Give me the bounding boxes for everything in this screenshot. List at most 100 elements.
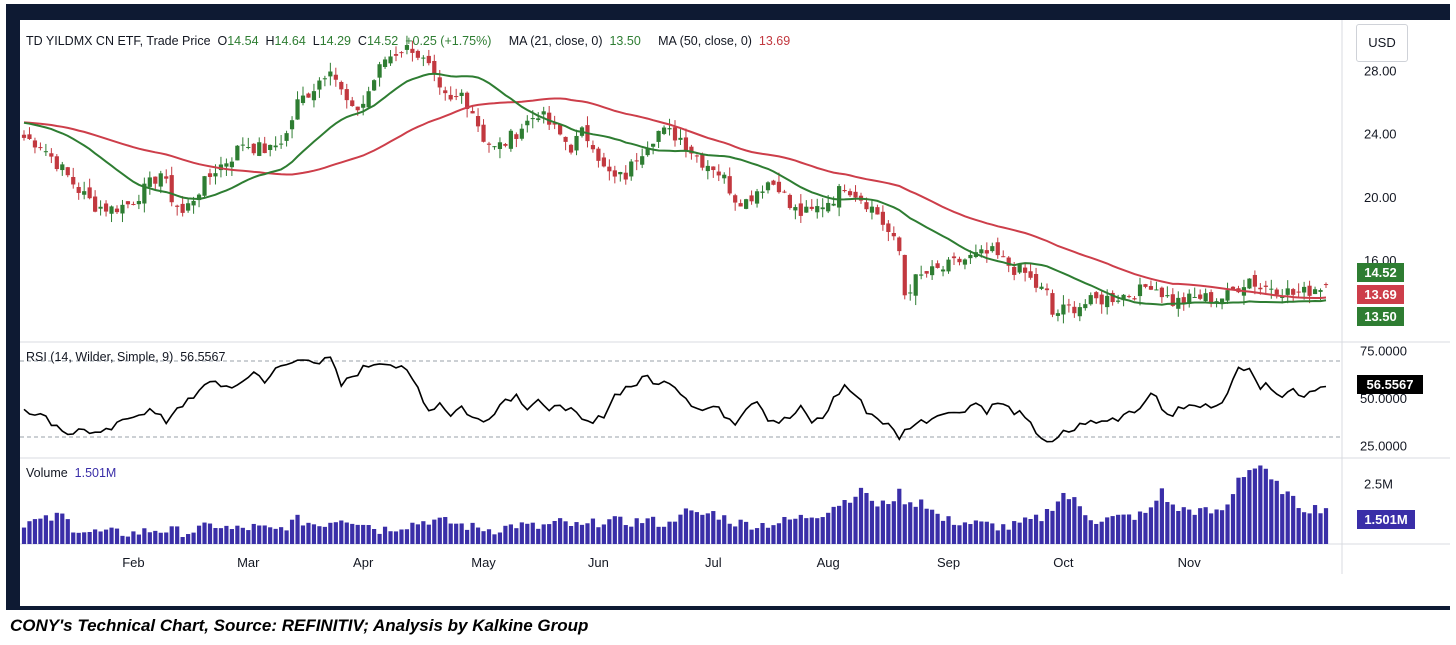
volume-bar xyxy=(514,528,519,544)
candle-body xyxy=(869,206,875,213)
volume-bar xyxy=(1312,505,1318,544)
candle-body xyxy=(820,207,825,210)
volume-bar xyxy=(519,522,524,544)
volume-bar xyxy=(393,531,399,544)
candle-body xyxy=(27,134,32,140)
volume-bar xyxy=(1083,515,1088,544)
candle-body xyxy=(897,237,902,252)
volume-bar xyxy=(1099,521,1104,544)
candle-body xyxy=(235,145,240,161)
candle-body xyxy=(465,92,470,109)
candle-body xyxy=(815,206,820,213)
candle-body xyxy=(1285,288,1290,295)
volume-bar xyxy=(136,534,141,544)
volume-bar xyxy=(536,528,541,544)
volume-bar xyxy=(426,524,431,544)
volume-bar xyxy=(251,523,256,544)
candle-body xyxy=(1099,294,1104,305)
volume-bar xyxy=(930,509,935,544)
volume-bar xyxy=(1017,522,1022,544)
volume-label: Volume xyxy=(26,466,68,480)
currency-selector[interactable]: USD xyxy=(1356,24,1408,62)
candle-body xyxy=(377,64,382,78)
candle-body xyxy=(514,134,519,139)
volume-bar xyxy=(1263,468,1268,544)
candle-body xyxy=(322,78,327,80)
volume-bar xyxy=(279,527,284,544)
candle-body xyxy=(1143,284,1148,287)
candle-body xyxy=(1252,274,1257,287)
candle-body xyxy=(607,166,612,172)
volume-bar xyxy=(749,529,754,544)
volume-header-value: 1.501M xyxy=(74,466,117,480)
volume-bar xyxy=(738,519,743,544)
volume-bar xyxy=(415,524,420,544)
volume-bar xyxy=(1296,508,1301,544)
candle-body xyxy=(448,94,453,100)
volume-bar xyxy=(897,488,902,544)
candle-body xyxy=(771,180,776,185)
volume-bar xyxy=(120,535,125,544)
candle-body xyxy=(1033,274,1039,288)
candle-body xyxy=(694,155,699,157)
candle-body xyxy=(623,172,628,180)
candle-body xyxy=(87,187,92,199)
candle-body xyxy=(1170,294,1175,306)
candle-body xyxy=(109,206,114,214)
figure-caption: CONY's Technical Chart, Source: REFINITI… xyxy=(10,616,589,635)
close-value: 14.52 xyxy=(366,34,399,48)
month-tick-label: Aug xyxy=(817,555,840,570)
volume-bar xyxy=(618,516,623,544)
volume-bar xyxy=(213,528,218,544)
candle-body xyxy=(563,136,568,142)
volume-bar xyxy=(683,508,689,544)
volume-bar xyxy=(492,534,497,544)
volume-bar xyxy=(908,502,913,544)
volume-bar xyxy=(951,524,957,544)
candle-body xyxy=(1126,296,1132,298)
candle-body xyxy=(574,135,579,151)
volume-bar xyxy=(257,525,262,544)
volume-bar xyxy=(388,531,393,544)
volume-bar xyxy=(410,522,415,544)
volume-bar xyxy=(1170,504,1175,544)
volume-bar xyxy=(399,529,404,544)
volume-bar xyxy=(21,527,27,544)
chart-header: TD YILDMX CN ETF, Trade Price O14.54 H14… xyxy=(26,34,790,48)
candle-body xyxy=(76,187,81,193)
candle-body xyxy=(1296,291,1301,293)
candle-body xyxy=(218,164,224,171)
candle-body xyxy=(634,160,639,162)
candle-body xyxy=(1225,290,1230,301)
volume-bar xyxy=(1241,477,1247,544)
candle-body xyxy=(530,118,535,120)
volume-bar xyxy=(661,526,667,544)
volume-header: Volume 1.501M xyxy=(26,466,116,480)
volume-bar xyxy=(902,504,907,544)
volume-bar xyxy=(328,522,333,544)
volume-bar xyxy=(869,500,875,544)
candle-body xyxy=(350,100,355,107)
candle-body xyxy=(415,50,420,58)
candle-body xyxy=(716,171,721,176)
volume-bar xyxy=(547,524,552,544)
candle-body xyxy=(1137,284,1143,297)
rsi-tick-label: 50.0000 xyxy=(1360,391,1407,406)
volume-bar xyxy=(262,525,267,544)
volume-bar xyxy=(1143,512,1148,544)
candle-body xyxy=(1083,304,1088,309)
candle-body xyxy=(1077,307,1082,317)
volume-bar xyxy=(771,525,776,544)
volume-bar xyxy=(131,531,136,544)
candle-body xyxy=(1055,313,1061,316)
volume-bar xyxy=(1181,507,1186,544)
volume-bar xyxy=(962,522,968,544)
lseg-logo-icon xyxy=(1345,580,1369,597)
high-value: 14.64 xyxy=(274,34,306,48)
candle-body xyxy=(979,249,984,254)
volume-bar xyxy=(284,530,289,544)
candle-body xyxy=(1198,294,1203,299)
volume-bar xyxy=(1214,509,1219,544)
candle-body xyxy=(175,205,180,207)
candle-body xyxy=(372,80,377,91)
